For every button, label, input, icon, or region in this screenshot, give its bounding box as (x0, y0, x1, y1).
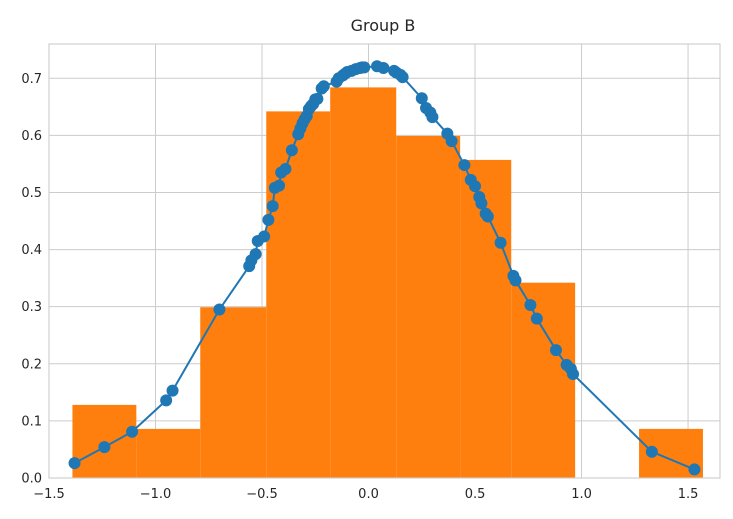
density-point-11 (262, 213, 275, 226)
density-point-59 (494, 236, 507, 249)
histogram-bar-1 (136, 428, 201, 478)
x-axis-ticks: −1.5 −1.0 −0.5 0.0 0.5 1.0 1.5 (33, 487, 698, 502)
density-point-51 (445, 135, 458, 148)
histogram-bars (72, 87, 703, 479)
density-point-5 (213, 303, 226, 316)
density-point-39 (358, 61, 371, 74)
density-point-46 (415, 92, 428, 105)
y-tick-label: 0.2 (21, 357, 42, 372)
density-point-56 (475, 197, 488, 210)
x-tick-label: −1.0 (140, 487, 172, 502)
y-tick-label: 0.6 (21, 129, 42, 144)
y-tick-label: 0.1 (21, 414, 42, 429)
y-tick-label: 0.0 (21, 472, 42, 487)
x-tick-label: −0.5 (246, 487, 278, 502)
density-point-45 (396, 71, 409, 84)
x-tick-label: −1.5 (33, 487, 65, 502)
density-point-27 (311, 92, 324, 105)
density-point-16 (279, 163, 292, 176)
density-point-1 (98, 441, 111, 454)
density-point-2 (126, 425, 139, 438)
density-point-12 (266, 200, 279, 213)
density-point-8 (249, 248, 262, 261)
y-tick-label: 0.3 (21, 300, 42, 315)
x-tick-label: 1.5 (678, 487, 699, 502)
density-point-61 (509, 274, 522, 287)
density-point-4 (166, 384, 179, 397)
histogram-bar-3 (266, 111, 331, 478)
density-point-68 (645, 445, 658, 458)
chart-title: Group B (351, 16, 416, 35)
density-point-64 (549, 344, 562, 357)
histogram-bar-4 (330, 87, 397, 479)
histogram-bar-2 (200, 307, 267, 478)
density-point-62 (524, 298, 537, 311)
histogram-bar-5 (396, 135, 461, 479)
density-point-69 (688, 463, 701, 476)
x-tick-label: 0.5 (465, 487, 486, 502)
y-tick-label: 0.5 (21, 186, 42, 201)
x-tick-label: 0.0 (358, 487, 379, 502)
density-point-54 (469, 180, 482, 193)
density-point-10 (258, 230, 271, 243)
density-point-49 (426, 111, 439, 124)
density-point-63 (530, 312, 543, 325)
plot-frame (48, 43, 721, 479)
density-points (68, 60, 701, 476)
density-point-52 (458, 159, 471, 172)
density-point-67 (567, 368, 580, 381)
density-point-58 (481, 210, 494, 223)
y-tick-label: 0.4 (21, 243, 42, 258)
y-tick-label: 0.7 (21, 72, 42, 87)
density-point-0 (68, 457, 81, 470)
density-point-41 (377, 61, 390, 74)
density-point-3 (160, 394, 173, 407)
x-tick-label: 1.0 (571, 487, 592, 502)
histogram-bar-7 (511, 282, 576, 478)
density-point-17 (285, 144, 298, 157)
density-point-29 (317, 80, 330, 93)
y-axis-ticks: 0.0 0.1 0.2 0.3 0.4 0.5 0.6 0.7 (21, 72, 42, 487)
density-point-14 (273, 179, 286, 192)
